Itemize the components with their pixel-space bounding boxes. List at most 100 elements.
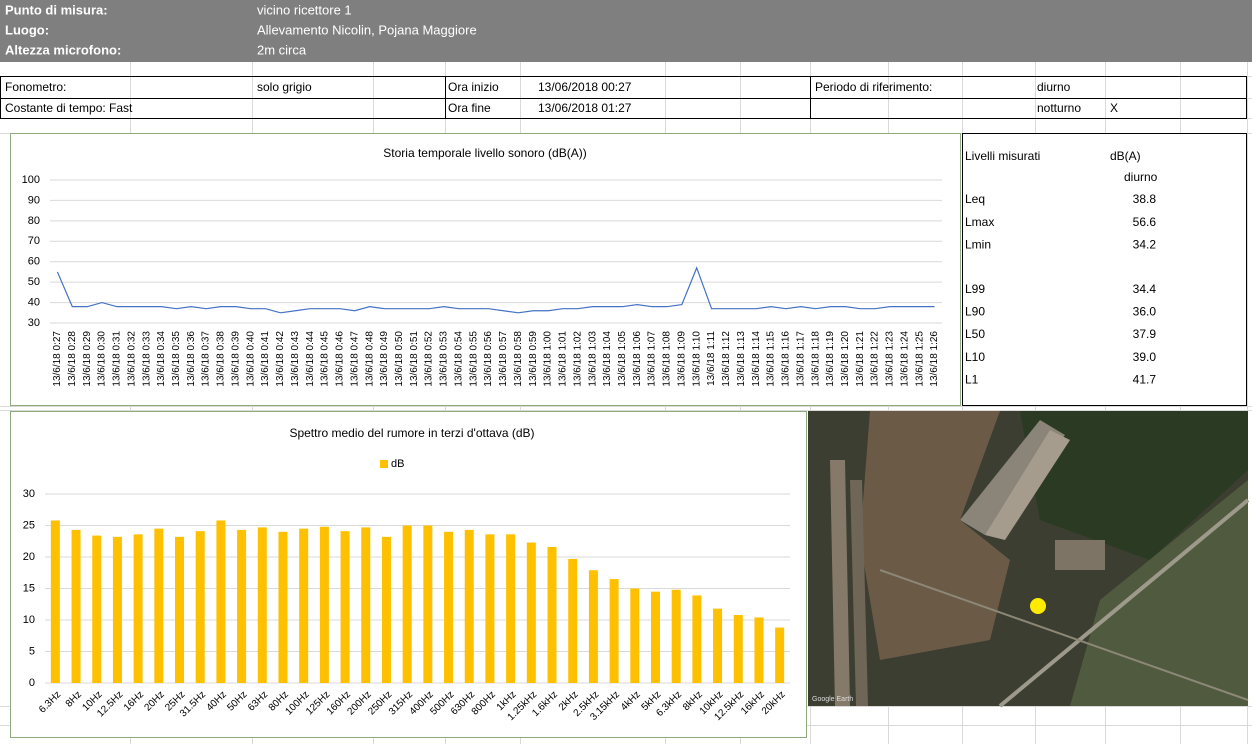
bar [361,527,370,683]
x-tick-label: 13/6/18 0:54 [453,331,464,387]
info-cell: diurno [1037,80,1071,94]
x-tick-label: 13/6/18 1:09 [676,331,687,387]
level-name: L1 [965,372,979,386]
y-tick-label: 90 [28,194,40,206]
bar [216,520,225,683]
header-label: Altezza microfono: [5,42,121,57]
legend-swatch [380,460,388,468]
bar [754,617,763,683]
bar [92,536,101,683]
legend-label: dB [391,458,404,470]
info-cell: Ora inizio [448,80,499,94]
bar [672,590,681,683]
bar [113,537,122,683]
x-tick-label: 13/6/18 0:49 [379,331,390,387]
spreadsheet: Google Earth Punto di misura: vicino rice… [0,0,1252,744]
x-tick-label: 13/6/18 0:33 [141,331,152,387]
level-value: 34.2 [1133,237,1157,251]
bar [299,529,308,683]
bar [237,530,246,683]
x-tick-label: 13/6/18 1:22 [870,331,881,387]
x-tick-label: 13/6/18 0:56 [483,331,494,387]
x-tick-label: 13/6/18 1:10 [691,331,702,387]
x-tick-label: 13/6/18 0:52 [424,331,435,387]
level-value: 41.7 [1133,372,1157,386]
x-tick-label: 13/6/18 1:11 [706,331,717,386]
x-tick-label: 13/6/18 1:02 [572,331,583,387]
x-tick-label: 13/6/18 1:12 [721,331,732,387]
bar [382,537,391,683]
info-cell: 13/06/2018 00:27 [538,80,632,94]
info-cell: notturno [1037,101,1081,115]
bar [589,570,598,683]
bar [51,520,60,683]
x-tick-label: 13/6/18 0:32 [126,331,137,387]
x-tick-label: 13/6/18 1:03 [587,331,598,387]
x-tick-label: 13/6/18 0:58 [513,331,524,387]
bar [548,547,557,683]
x-tick-label: 13/6/18 0:35 [171,331,182,387]
header-value: 2m circa [257,42,307,57]
x-tick-label: 13/6/18 0:57 [498,331,509,387]
level-name: L50 [965,327,985,341]
x-tick-label: 13/6/18 1:16 [781,331,792,387]
info-cell: solo grigio [257,80,312,94]
bar [154,529,163,683]
level-name: Lmin [965,237,991,251]
x-tick-label: 13/6/18 1:17 [795,331,806,387]
level-name: Leq [965,192,985,206]
bar [506,534,515,683]
x-tick-label: 13/6/18 1:24 [899,331,910,387]
x-tick-label: 13/6/18 1:00 [543,331,554,387]
bar [610,579,619,683]
y-tick-label: 50 [28,276,40,288]
header-label: Punto di misura: [5,2,108,17]
bar [485,534,494,683]
info-cell: X [1110,101,1118,115]
y-tick-label: 70 [28,235,40,247]
x-tick-label: 13/6/18 1:21 [855,331,866,387]
x-tick-label: 13/6/18 0:29 [82,331,93,387]
x-tick-label: 13/6/18 0:55 [468,331,479,387]
x-tick-label: 13/6/18 0:42 [275,331,286,387]
x-tick-label: 13/6/18 0:47 [349,331,360,387]
bar [72,530,81,683]
level-value: 34.4 [1133,282,1157,296]
level-value: 38.8 [1133,192,1157,206]
levels-header: dB(A) [1110,149,1141,163]
x-tick-label: 13/6/18 1:04 [602,331,613,387]
y-tick-label: 10 [23,614,35,626]
x-tick-label: 13/6/18 1:15 [766,331,777,387]
bar [196,531,205,683]
x-tick-label: 13/6/18 0:40 [245,331,256,387]
bar [734,615,743,683]
x-tick-label: 13/6/18 1:14 [751,331,762,387]
info-cell: Ora fine [448,101,491,115]
bar [444,532,453,683]
x-tick-label: 13/6/18 0:50 [394,331,405,387]
bar [341,531,350,683]
levels-header: Livelli misurati [965,149,1040,163]
info-cell: 13/06/2018 01:27 [538,101,632,115]
bar [630,589,639,684]
y-tick-label: 15 [23,582,35,594]
x-tick-label: 13/6/18 1:26 [929,331,940,387]
level-name: Lmax [965,215,994,229]
bar [775,628,784,683]
x-tick-label: 13/6/18 1:19 [825,331,836,387]
x-tick-label: 13/6/18 0:41 [260,331,271,387]
info-cell: Costante di tempo: Fast [5,101,133,115]
x-tick-label: 13/6/18 1:18 [810,331,821,387]
x-tick-label: 13/6/18 1:06 [632,331,643,387]
level-value: 36.0 [1133,305,1157,319]
aerial-map: Google Earth [808,411,1248,706]
y-tick-label: 20 [23,551,35,563]
x-tick-label: 13/6/18 0:44 [305,331,316,387]
header-value: vicino ricettore 1 [257,2,352,17]
x-tick-label: 13/6/18 0:28 [67,331,78,387]
x-tick-label: 13/6/18 0:31 [112,331,123,387]
level-name: L99 [965,282,985,296]
y-tick-label: 0 [29,677,35,689]
chart-title: Spettro medio del rumore in terzi d'otta… [289,426,534,440]
bar [465,530,474,683]
